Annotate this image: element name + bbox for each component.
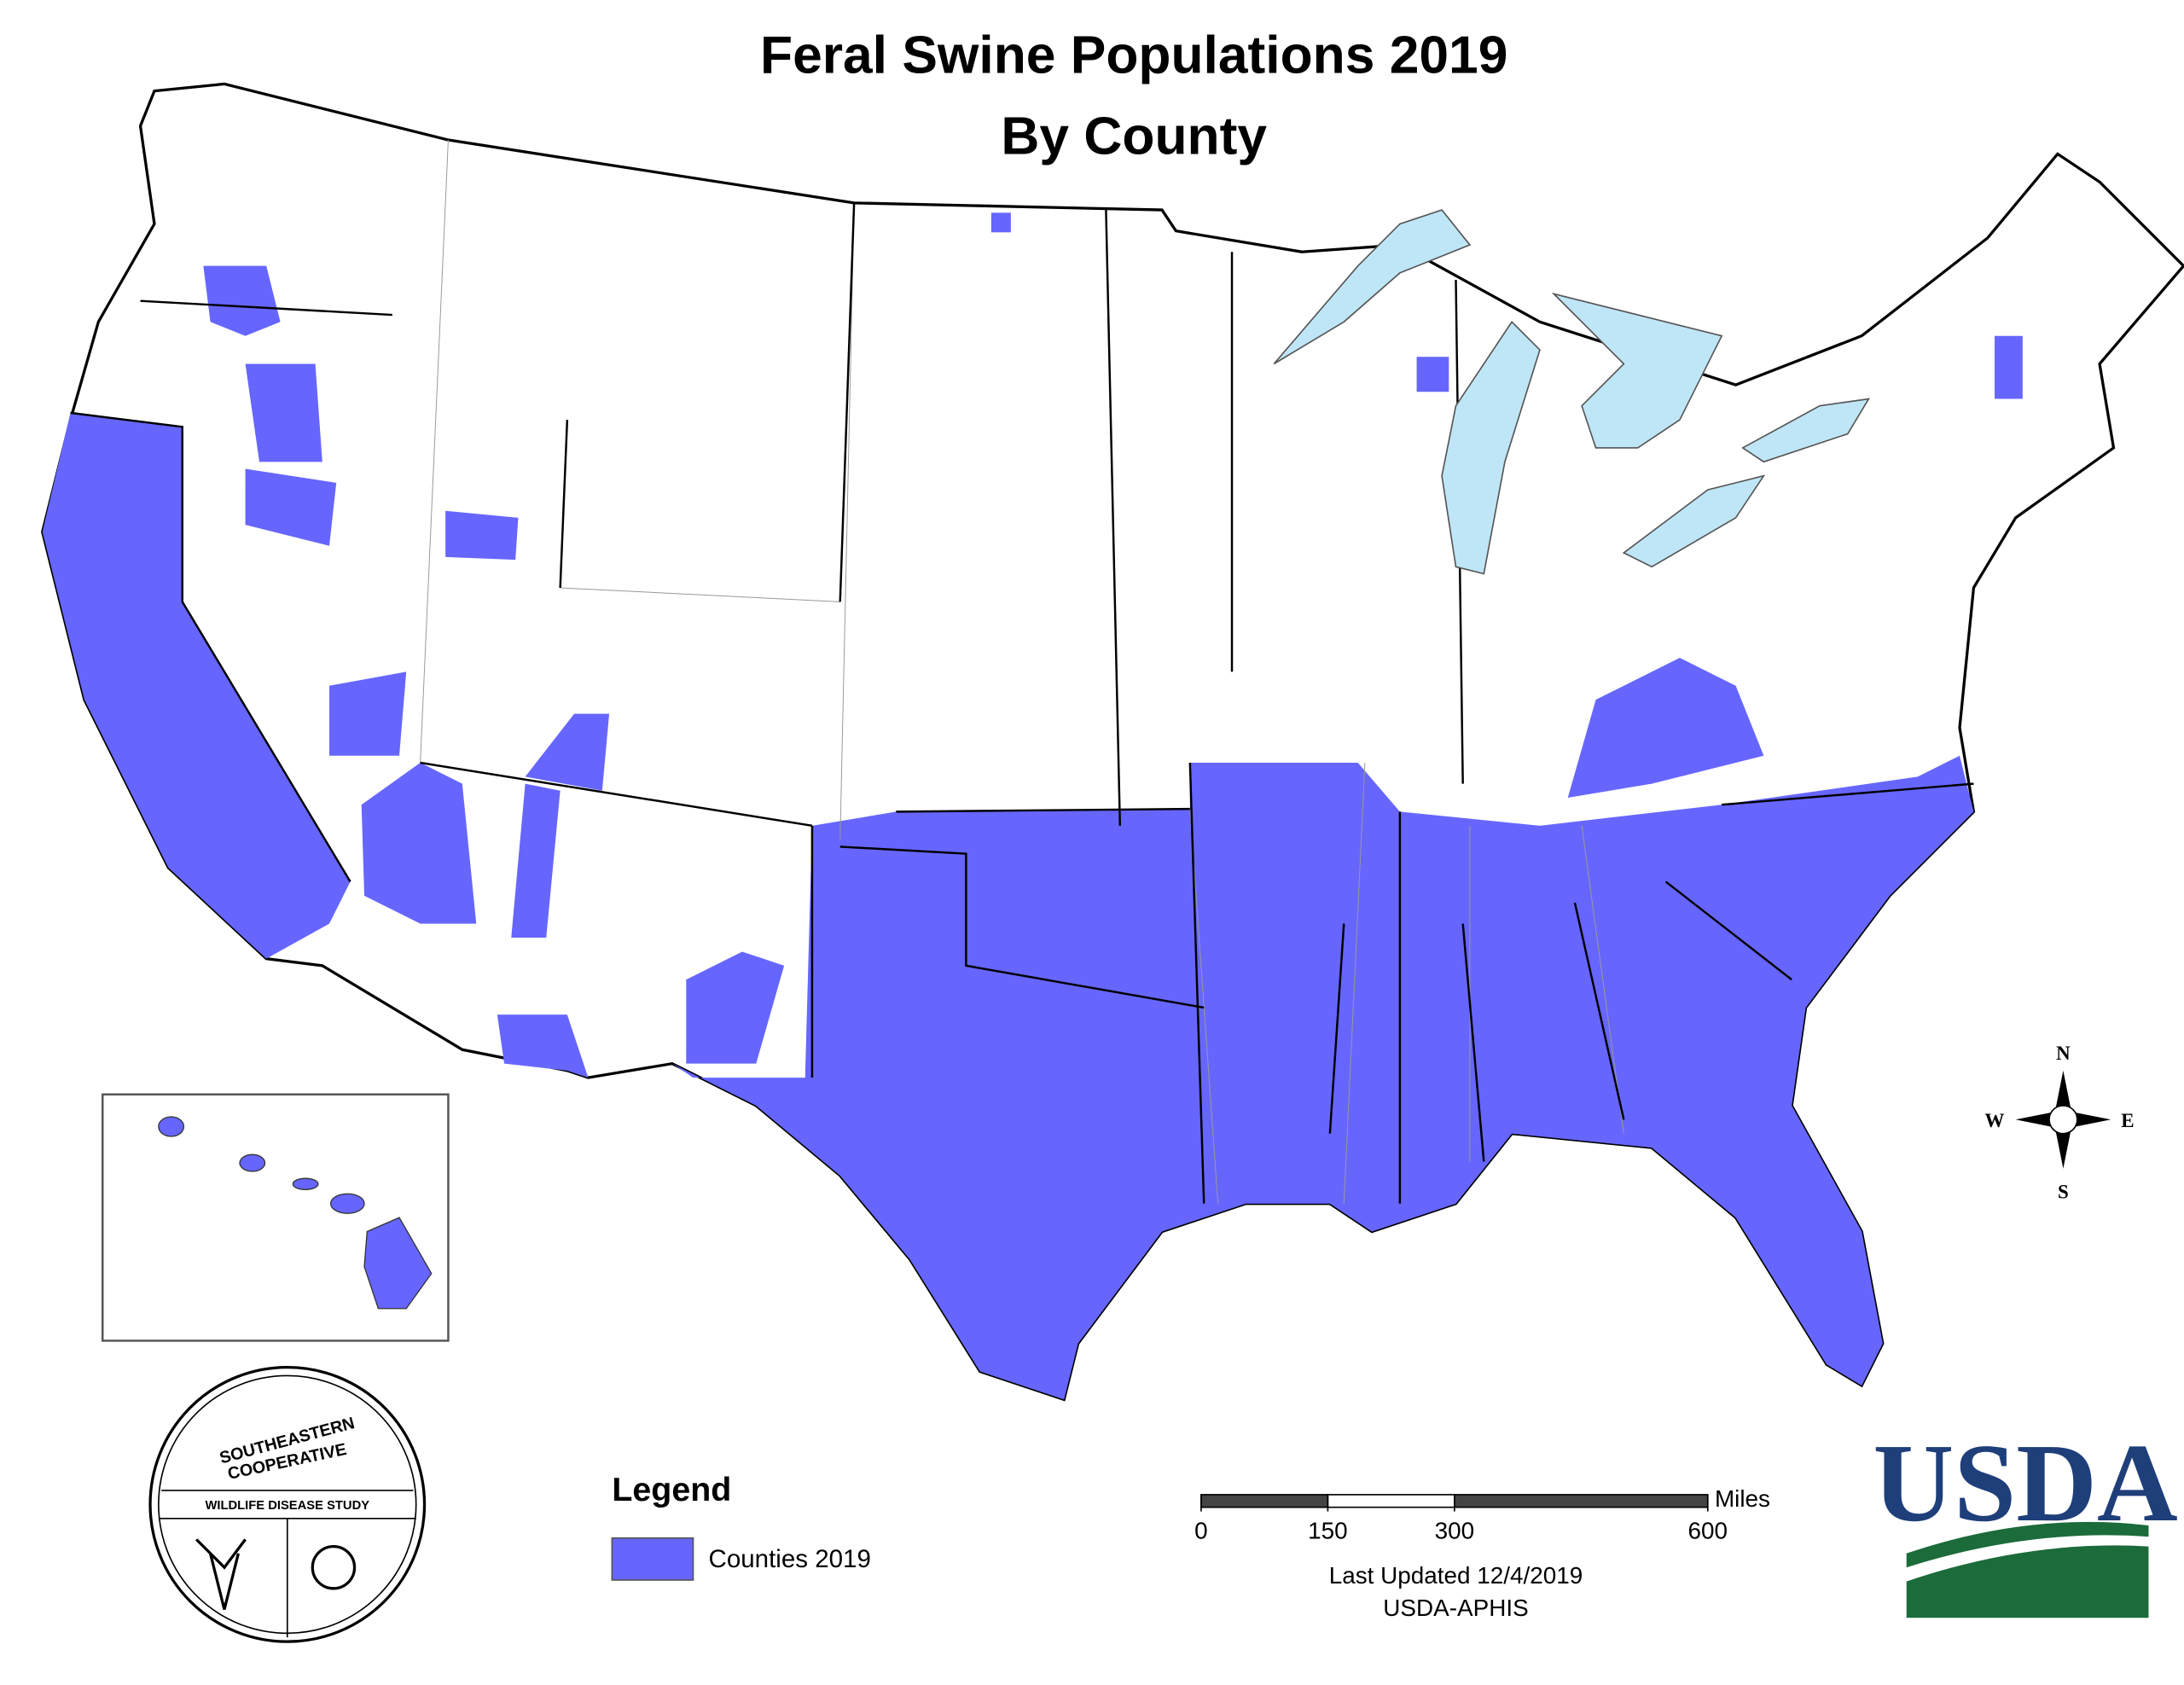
sec-band-text: WILDLIFE DISEASE STUDY (205, 1499, 369, 1513)
swine-california (42, 412, 351, 959)
legend-swatch (611, 1537, 694, 1581)
us-map (41, 82, 2184, 1402)
updated: Last Updated 12/4/2019 (1329, 1562, 1583, 1589)
compass: N E S W (1985, 1043, 2135, 1202)
swine-idaho (245, 363, 322, 462)
swine-newmexico (686, 951, 785, 1064)
lake-ontario (1741, 398, 1870, 463)
compass-e: E (2121, 1110, 2134, 1131)
swine-south (671, 755, 1974, 1400)
scale-segment (1454, 1494, 1709, 1508)
scale-segment (1327, 1494, 1455, 1508)
lake-erie (1622, 474, 1766, 568)
scale-unit: Miles (1715, 1485, 1770, 1512)
lake-superior (1273, 209, 1472, 365)
swine-vermont (1995, 335, 2023, 399)
hawaii-inset (102, 1093, 450, 1342)
sec-logo: SOUTHEASTERN COOPERATIVE WILDLIFE DISEAS… (148, 1365, 427, 1643)
swine-michigan (1416, 357, 1449, 392)
scale-label: 300 (1435, 1518, 1475, 1544)
compass-n: N (2056, 1043, 2071, 1064)
usda-logo: USDA (1873, 1421, 2178, 1618)
scale-label: 600 (1688, 1518, 1728, 1544)
scale-segment (1200, 1494, 1329, 1508)
swine-ohio-valley (1567, 657, 1764, 799)
swine-oregon (203, 265, 281, 336)
lake-michigan (1441, 320, 1541, 575)
source: USDA-APHIS (1383, 1595, 1528, 1621)
swine-arizona-2 (511, 783, 561, 938)
compass-w: W (1985, 1110, 2005, 1131)
legend: Legend Counties 2019 (611, 1471, 871, 1581)
swine-colorado (525, 713, 610, 791)
state-borders (70, 202, 1974, 1204)
great-lakes (1273, 209, 1870, 575)
swine-nevada-2 (329, 671, 407, 756)
swine-nd (990, 212, 1011, 233)
title: Feral Swine Populations 2019 (760, 26, 1507, 84)
lake-huron (1551, 292, 1723, 449)
scale-label: 150 (1308, 1518, 1348, 1544)
compass-s: S (2058, 1181, 2069, 1202)
swine-nevada (245, 468, 337, 546)
swine-arizona (361, 762, 477, 924)
swine-areas (42, 212, 2023, 1400)
swine-utah (445, 510, 519, 561)
swine-arizona-3 (497, 1014, 589, 1078)
hawaii-islands (158, 1116, 433, 1310)
scale-bar: 0 150 300 600 Miles (1194, 1485, 1770, 1544)
legend-label: Counties 2019 (709, 1545, 871, 1573)
scale-label: 0 (1194, 1518, 1208, 1544)
subtitle: By County (1001, 107, 1267, 166)
legend-title: Legend (612, 1471, 731, 1508)
